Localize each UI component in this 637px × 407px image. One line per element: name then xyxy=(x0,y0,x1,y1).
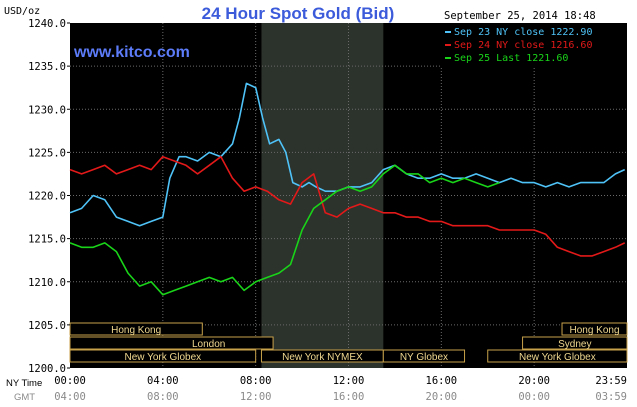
session-bar xyxy=(69,322,203,336)
session-label: London xyxy=(192,339,225,350)
ny-time-tick: 16:00 xyxy=(426,375,458,387)
gmt-tick: 04:00 xyxy=(54,391,86,403)
y-tick-label: 1215.0 xyxy=(28,234,66,246)
legend-entry: Sep 24 NY close 1216.60 xyxy=(454,40,592,51)
y-tick-label: 1205.0 xyxy=(28,320,66,332)
trading-sessions: Hong Kong London New York Globex New York N… xyxy=(69,322,628,363)
gmt-tick: 08:00 xyxy=(147,391,179,403)
brand-watermark: www.kitco.com xyxy=(73,44,190,61)
ny-time-tick: 23:59 xyxy=(595,375,627,387)
y-axis: 1200.0 1205.0 1210.0 1215.0 1220.0 1225.0 1230… xyxy=(28,18,70,375)
series-line-2 xyxy=(69,155,626,257)
gmt-tick: 00:00 xyxy=(518,391,550,403)
series-line-1 xyxy=(69,82,626,227)
ny-time-tick: 04:00 xyxy=(147,375,179,387)
currency-label: USD/oz xyxy=(4,6,40,17)
gmt-tick: 16:00 xyxy=(333,391,365,403)
session-bar xyxy=(69,336,274,350)
gridlines xyxy=(70,23,627,368)
session-bar xyxy=(382,349,466,363)
ny-time-tick: 08:00 xyxy=(240,375,272,387)
session-bar xyxy=(69,349,257,363)
timestamp: September 25, 2014 18:48 xyxy=(444,10,596,22)
legend-entry: Sep 23 NY close 1222.90 xyxy=(454,27,592,38)
series-line-3 xyxy=(69,164,500,296)
session-bar xyxy=(522,336,628,350)
session-label: Hong Kong xyxy=(569,325,619,336)
legend: Sep 23 NY close 1222.90 Sep 24 NY close 1… xyxy=(440,23,627,67)
gmt-label: GMT xyxy=(14,392,35,403)
ny-time-tick: 20:00 xyxy=(518,375,550,387)
session-label: NY Globex xyxy=(400,352,448,363)
ny-time-tick: 12:00 xyxy=(333,375,365,387)
session-label: Sydney xyxy=(558,339,591,350)
x-axis: 00:00 04:00 08:00 12:00 16:00 20:00 23:59 04:00… xyxy=(6,375,627,403)
session-label: Hong Kong xyxy=(111,325,161,336)
y-tick-label: 1225.0 xyxy=(28,147,66,159)
session-label: New York Globex xyxy=(519,352,596,363)
gmt-tick: 03:59 xyxy=(595,391,627,403)
y-tick-label: 1200.0 xyxy=(28,363,66,375)
session-bar xyxy=(487,349,628,363)
session-bar xyxy=(561,322,628,336)
y-tick-label: 1230.0 xyxy=(28,104,66,116)
y-tick-label: 1240.0 xyxy=(28,18,66,30)
ny-time-tick: 00:00 xyxy=(54,375,86,387)
gmt-tick: 12:00 xyxy=(240,391,272,403)
y-tick-label: 1235.0 xyxy=(28,61,66,73)
session-label: New York NYMEX xyxy=(282,352,363,363)
ny-time-label: NY Time xyxy=(6,378,42,389)
session-label: New York Globex xyxy=(124,352,201,363)
y-tick-label: 1220.0 xyxy=(28,191,66,203)
legend-entry: Sep 25 Last 1221.60 xyxy=(454,53,568,64)
price-lines xyxy=(69,82,626,296)
y-tick-label: 1210.0 xyxy=(28,277,66,289)
chart-title: 24 Hour Spot Gold (Bid) xyxy=(202,4,395,23)
legend-box xyxy=(440,23,627,67)
gmt-tick: 20:00 xyxy=(426,391,458,403)
